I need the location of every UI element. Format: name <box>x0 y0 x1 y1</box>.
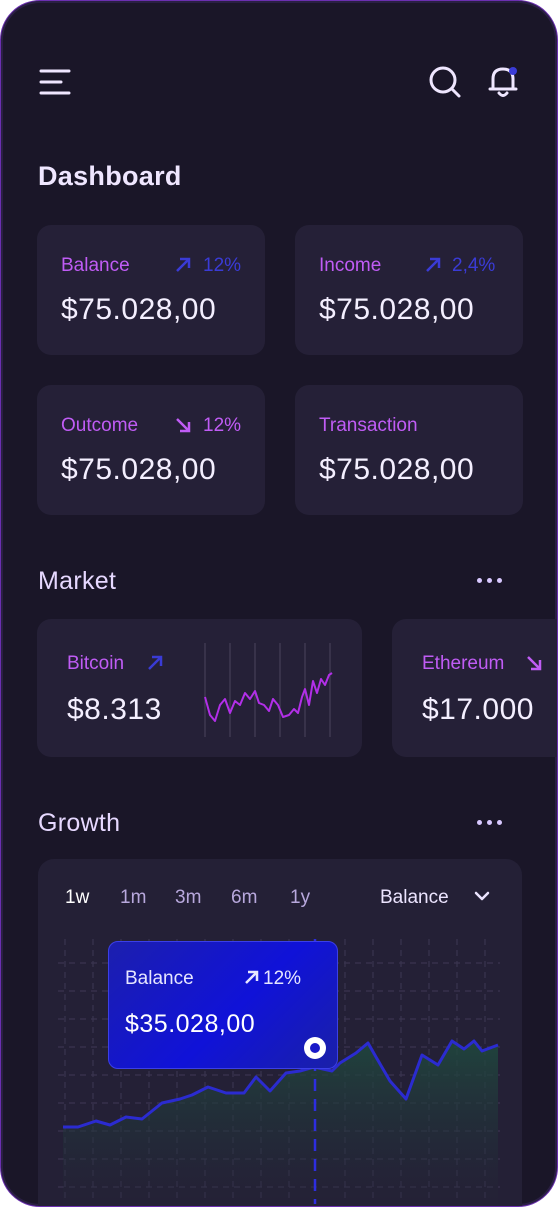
balance-label: Balance <box>61 255 130 276</box>
income-card[interactable]: Income 2,4% $75.028,00 <box>295 225 523 355</box>
arrow-up-right-icon <box>176 257 191 272</box>
transaction-label: Transaction <box>319 415 418 436</box>
balance-change: 12% <box>203 255 242 276</box>
tooltip-change: 12% <box>263 968 302 989</box>
outcome-card[interactable]: Outcome 12% $75.028,00 <box>37 385 265 515</box>
transaction-value: $75.028,00 <box>319 453 475 486</box>
chart-point-marker[interactable] <box>304 1037 326 1059</box>
tab-6m[interactable]: 6m <box>231 887 258 908</box>
balance-selector[interactable]: Balance <box>380 887 490 909</box>
arrow-up-right-icon <box>245 970 259 984</box>
chevron-down-icon <box>474 891 490 901</box>
outcome-label: Outcome <box>61 415 139 436</box>
tooltip-label: Balance <box>125 968 194 989</box>
tab-1y[interactable]: 1y <box>290 887 311 908</box>
transaction-card[interactable]: Transaction $75.028,00 <box>295 385 523 515</box>
ethereum-name: Ethereum <box>422 653 505 674</box>
outcome-value: $75.028,00 <box>61 453 217 486</box>
growth-more-icon[interactable] <box>475 817 507 829</box>
ethereum-price: $17.000 <box>422 693 534 726</box>
income-change: 2,4% <box>452 255 496 276</box>
chart-tooltip: Balance 12% $35.028,00 <box>108 941 338 1069</box>
tab-1m[interactable]: 1m <box>120 887 147 908</box>
growth-panel: 1w 1m 3m 6m 1y Balance <box>38 859 522 1206</box>
outcome-change: 12% <box>203 415 242 436</box>
bell-icon[interactable] <box>487 63 521 99</box>
arrow-up-right-icon <box>426 257 441 272</box>
balance-value: $75.028,00 <box>61 293 217 326</box>
market-more-icon[interactable] <box>475 575 507 587</box>
income-label: Income <box>319 255 382 276</box>
arrow-down-right-icon <box>527 656 542 671</box>
bitcoin-name: Bitcoin <box>67 653 125 674</box>
bitcoin-price: $8.313 <box>67 693 162 726</box>
arrow-down-right-icon <box>176 418 191 433</box>
tab-3m[interactable]: 3m <box>175 887 202 908</box>
search-icon[interactable] <box>428 65 462 99</box>
income-value: $75.028,00 <box>319 293 475 326</box>
growth-title: Growth <box>38 809 121 837</box>
arrow-up-right-icon <box>148 655 163 670</box>
ethereum-card[interactable]: Ethereum $17.000 <box>392 619 557 757</box>
bitcoin-card[interactable]: Bitcoin $8.313 <box>37 619 362 757</box>
tooltip-value: $35.028,00 <box>125 1010 256 1038</box>
balance-selector-label: Balance <box>380 887 449 908</box>
chart-line <box>63 1039 499 1129</box>
balance-card[interactable]: Balance 12% $75.028,00 <box>37 225 265 355</box>
tab-1w[interactable]: 1w <box>65 887 90 908</box>
bitcoin-sparkline <box>204 643 333 737</box>
market-title: Market <box>38 567 117 595</box>
menu-icon[interactable] <box>39 67 71 97</box>
page-title: Dashboard <box>38 161 182 191</box>
